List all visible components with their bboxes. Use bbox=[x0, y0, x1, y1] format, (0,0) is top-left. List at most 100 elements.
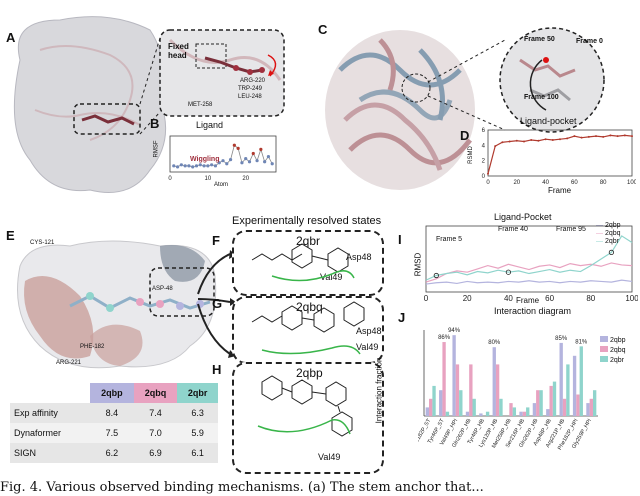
chart-j-annotation: 94% bbox=[448, 328, 461, 334]
chart-d-point bbox=[523, 140, 525, 143]
chart-j-bar bbox=[532, 403, 537, 416]
chart-j-bar bbox=[559, 342, 563, 416]
chart-d-xtick: 80 bbox=[600, 180, 607, 186]
fixed-head-label: Fixed head bbox=[168, 42, 189, 60]
chart-j-bar bbox=[576, 394, 580, 416]
frame-label: Frame 0 bbox=[576, 38, 603, 45]
chart-d-point bbox=[631, 135, 633, 138]
chart-i-xtick: 60 bbox=[545, 294, 554, 303]
chart-d-point bbox=[530, 138, 533, 141]
table-header-cell: 2qbr bbox=[177, 383, 218, 403]
chart-i-xtick: 40 bbox=[504, 294, 513, 303]
chart-j-title: Interaction diagram bbox=[494, 306, 572, 316]
wiggling-label: Wiggling bbox=[190, 156, 220, 163]
chart-j-bar bbox=[472, 398, 476, 416]
residue-label: LEU-248 bbox=[238, 94, 262, 100]
chart-b-point bbox=[172, 164, 176, 168]
chart-d-point bbox=[623, 134, 626, 137]
chart-j-bar bbox=[429, 398, 433, 416]
chart-j-bar bbox=[546, 409, 550, 416]
panel-label-e: E bbox=[6, 228, 15, 243]
chart-i-series-2qbq bbox=[425, 262, 633, 283]
chart-j-bar bbox=[519, 411, 523, 416]
chart-d-xtick: 100 bbox=[627, 180, 636, 186]
chart-j: Phe182P_STTyr46P_STVal49P_HPIGln262P_HBT… bbox=[418, 328, 598, 451]
chart-d-point bbox=[551, 138, 554, 141]
table-cell: 6.9 bbox=[133, 443, 178, 463]
panel-label-a: A bbox=[6, 30, 16, 45]
chart-i-xtick: 100 bbox=[625, 294, 638, 303]
chart-b-point bbox=[247, 160, 252, 164]
chart-i-title: Ligand-Pocket bbox=[494, 212, 552, 222]
chart-b-point bbox=[202, 164, 206, 168]
residue-label: ARG-220 bbox=[240, 78, 266, 84]
chart-j-bar bbox=[432, 385, 436, 416]
chart-b-xtick: 0 bbox=[168, 176, 172, 182]
chart-j-bar bbox=[589, 398, 593, 416]
legend-label: 2qbr bbox=[604, 238, 619, 245]
residue-label: Val49 bbox=[320, 272, 343, 282]
panel-c-graphic bbox=[325, 27, 605, 190]
chart-b-point bbox=[210, 163, 214, 167]
residue-label: Val49 bbox=[356, 342, 379, 352]
chart-d-title: Ligand-pocket bbox=[520, 116, 577, 126]
chart-d-ylabel: RSMD bbox=[467, 146, 474, 164]
chart-j-legend: 2qbp 2qbq 2qbr bbox=[600, 336, 626, 366]
table-header-cell: 2qbp bbox=[90, 383, 134, 403]
table-cell: Exp affinity bbox=[10, 403, 90, 423]
chart-i-series-2qbp bbox=[425, 279, 633, 285]
panel-label-h: H bbox=[212, 362, 222, 377]
residue-label: ARG-221 bbox=[56, 360, 82, 366]
chart-b-point bbox=[228, 158, 233, 162]
frame-label: Frame 50 bbox=[524, 36, 555, 43]
legend-label: 2qbq bbox=[604, 230, 621, 237]
table-cell: 7.4 bbox=[133, 403, 178, 423]
chart-i-frame-marker bbox=[433, 272, 439, 279]
chart-d-point bbox=[595, 135, 597, 138]
chart-j-bar bbox=[492, 347, 496, 416]
chart-j-bar bbox=[539, 390, 543, 416]
chart-b-xtick: 10 bbox=[205, 176, 212, 182]
chart-b-point bbox=[263, 160, 267, 164]
chart-j-bar bbox=[452, 335, 456, 416]
chart-b-point bbox=[255, 159, 259, 163]
frame-label: Frame 5 bbox=[436, 236, 463, 243]
chart-b-xlabel: Atom bbox=[214, 182, 229, 188]
figure-caption: Fig. 4. Various observed binding mechani… bbox=[0, 480, 484, 495]
legend-label: 2qbr bbox=[609, 357, 624, 364]
chart-j-bar bbox=[512, 407, 517, 416]
chart-j-annotation: 86% bbox=[438, 335, 451, 341]
table-row: Dynaformer 7.5 7.0 5.9 bbox=[10, 423, 218, 443]
chart-j-bar bbox=[455, 364, 460, 416]
chart-i-series-2qbr bbox=[425, 235, 633, 281]
chart-i-legend: — 2qbp — 2qbq — 2qbr bbox=[596, 222, 621, 245]
chart-j-bar bbox=[425, 407, 430, 416]
chart-j-annotation: 80% bbox=[488, 340, 501, 346]
chart-j-bar bbox=[469, 364, 473, 416]
chart-b-point bbox=[194, 164, 199, 168]
chart-j-bar bbox=[465, 411, 470, 416]
chart-d-point bbox=[494, 145, 497, 148]
residue-label: Asp48 bbox=[346, 252, 372, 262]
table-cell: SIGN bbox=[10, 443, 90, 463]
state-id: 2qbp bbox=[296, 366, 323, 380]
fgh-arrows bbox=[197, 250, 236, 358]
table-row: SIGN 6.2 6.9 6.1 bbox=[10, 443, 218, 463]
panel-label-c: C bbox=[318, 22, 328, 37]
chart-d-point bbox=[487, 172, 489, 175]
chart-j-bar bbox=[479, 413, 483, 416]
ligand-focus-box bbox=[73, 103, 141, 135]
state-box-2qbp bbox=[232, 362, 384, 474]
chart-b-title: Ligand bbox=[196, 120, 224, 130]
chart-d-point bbox=[515, 139, 518, 142]
chart-j-annotation: 81% bbox=[575, 339, 588, 345]
chart-b-point bbox=[236, 146, 240, 150]
panel-label-i: I bbox=[398, 232, 402, 247]
legend-label: 2qbp bbox=[609, 337, 626, 344]
chart-j-bar bbox=[522, 411, 527, 416]
chart-b-point bbox=[244, 157, 248, 161]
panel-label-j: J bbox=[398, 310, 406, 325]
chart-d: 0 20 40 60 80 100 0 2 4 6 bbox=[482, 128, 636, 186]
state-box-2qbr bbox=[232, 230, 384, 296]
chart-d-point bbox=[602, 135, 605, 138]
